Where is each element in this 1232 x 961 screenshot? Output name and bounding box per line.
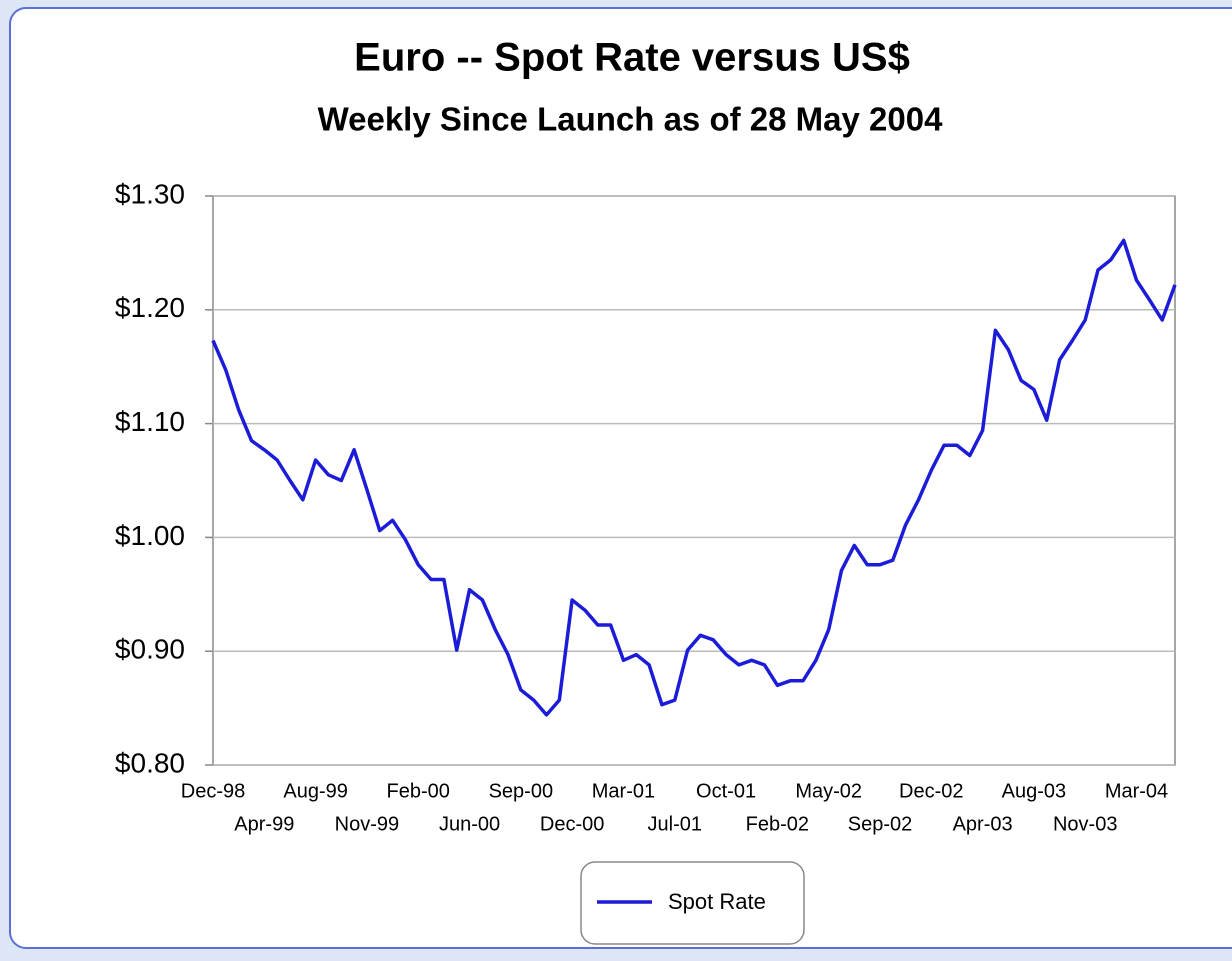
y-tick-label: $1.10: [115, 406, 185, 437]
x-tick-label: Sep-00: [489, 780, 554, 802]
x-tick-label: Oct-01: [696, 780, 756, 802]
x-tick-label: Aug-03: [1002, 780, 1067, 802]
x-tick-label: Mar-04: [1105, 780, 1168, 802]
x-tick-label: Feb-02: [746, 813, 809, 835]
legend-box: [580, 861, 805, 945]
y-tick-label: $1.20: [115, 292, 185, 323]
y-tick-label: $1.30: [115, 178, 185, 209]
legend-label: Spot Rate: [668, 889, 766, 914]
x-tick-label: Dec-02: [899, 780, 963, 802]
x-tick-label: Dec-98: [181, 780, 245, 802]
x-tick-label: Dec-00: [540, 813, 604, 835]
x-tick-label: Sep-02: [848, 813, 913, 835]
x-tick-label: Nov-99: [335, 813, 399, 835]
x-tick-label: Aug-99: [283, 780, 348, 802]
y-tick-label: $0.80: [115, 747, 185, 778]
x-tick-label: Jun-00: [439, 813, 500, 835]
y-tick-label: $0.90: [115, 634, 185, 665]
x-tick-label: Feb-00: [387, 780, 450, 802]
chart-subtitle: Weekly Since Launch as of 28 May 2004: [318, 101, 944, 138]
x-tick-label: Apr-99: [234, 813, 294, 835]
line-series: [211, 238, 1177, 717]
x-tick-label: Nov-03: [1053, 813, 1117, 835]
x-tick-label: May-02: [795, 780, 862, 802]
x-tick-label: Apr-03: [953, 813, 1013, 835]
y-tick-label: $1.00: [115, 520, 185, 551]
x-tick-label: Mar-01: [592, 780, 655, 802]
panel: [9, 7, 1232, 949]
x-tick-label: Jul-01: [648, 813, 702, 835]
chart-title: Euro -- Spot Rate versus US$: [354, 36, 910, 80]
